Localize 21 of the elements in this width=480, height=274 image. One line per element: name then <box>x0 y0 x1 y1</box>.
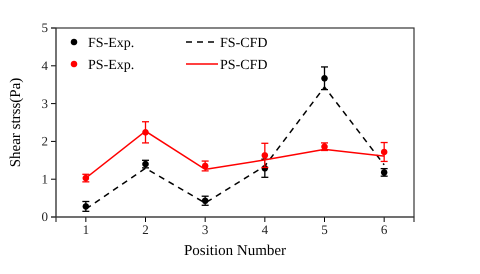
y-tick-label: 2 <box>42 134 48 149</box>
legend-label: PS-Exp. <box>88 58 134 73</box>
x-tick-label: 6 <box>380 222 388 238</box>
point <box>262 152 268 159</box>
x-tick-label: 3 <box>202 222 208 238</box>
legend-label: FS-Exp. <box>88 36 134 51</box>
y-tick-label: 3 <box>42 96 48 111</box>
y-tick-label: 1 <box>42 171 48 186</box>
y-tick-label: 0 <box>42 209 48 224</box>
legend-label: FS-CFD <box>220 36 268 51</box>
y-tick-label: 4 <box>42 58 48 73</box>
x-tick-label: 1 <box>82 222 90 238</box>
x-tick-label: 4 <box>262 222 269 238</box>
y-tick-label: 5 <box>42 20 48 36</box>
x-tick-label: 5 <box>321 222 328 238</box>
point <box>321 74 328 82</box>
x-axis-title: Position Number <box>184 243 286 259</box>
legend-label: PS-CFD <box>220 58 268 73</box>
point <box>380 148 388 156</box>
y-axis-title: Shear strss(Pa) <box>8 78 24 168</box>
x-tick-label: 2 <box>142 222 149 238</box>
